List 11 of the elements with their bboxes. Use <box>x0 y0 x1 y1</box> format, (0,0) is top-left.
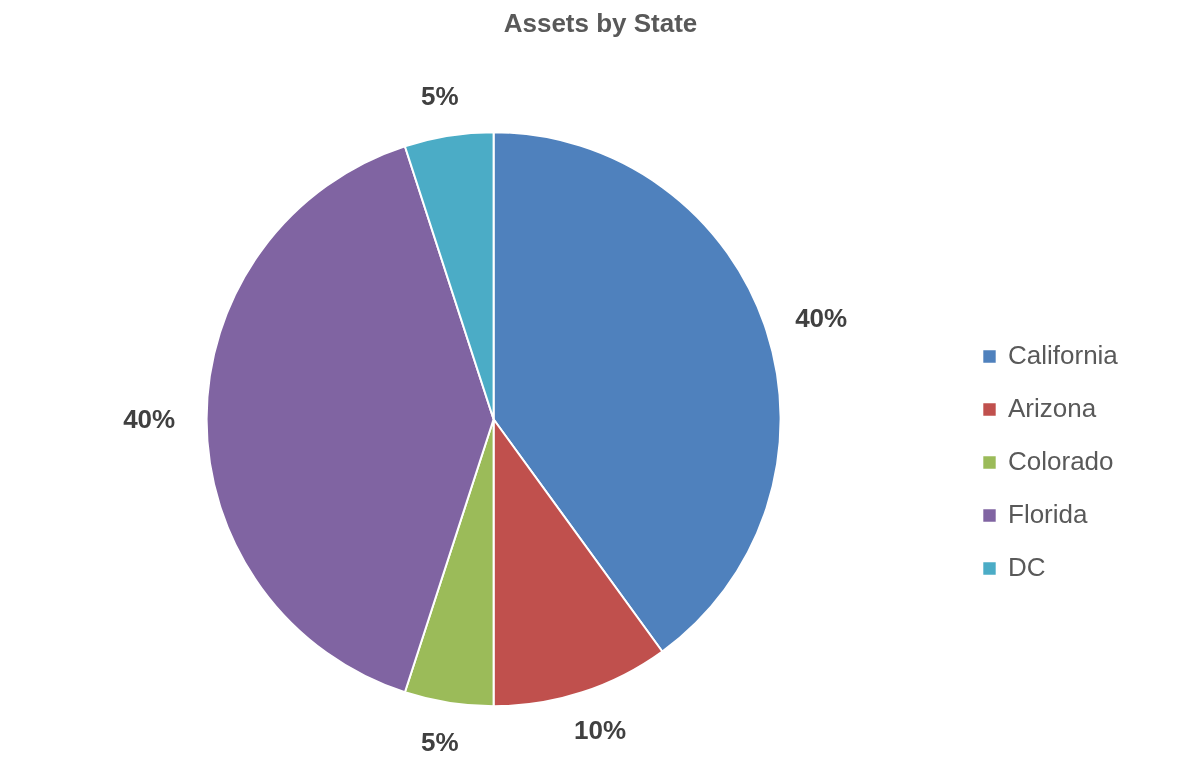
data-label: 5% <box>420 727 459 758</box>
data-label: 5% <box>420 81 459 112</box>
chart-title: Assets by State <box>503 7 698 38</box>
legend-label: DC <box>1008 552 1046 583</box>
data-label: 40% <box>123 404 176 435</box>
legend-label: Colorado <box>1008 446 1114 477</box>
data-label: 40% <box>795 303 848 334</box>
legend-label: California <box>1008 340 1118 371</box>
data-label: 10% <box>574 715 627 746</box>
legend-label: Florida <box>1008 499 1088 530</box>
legend-label: Arizona <box>1008 393 1097 424</box>
